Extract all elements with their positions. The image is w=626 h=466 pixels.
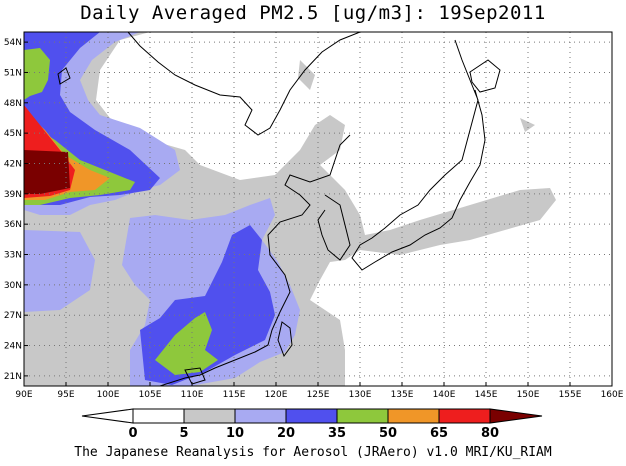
colorbar-level-label: 50 [379, 426, 397, 441]
lon-tick-label: 105E [139, 390, 162, 400]
colorbar-level-label: 5 [179, 426, 188, 441]
colorbar-segment [234, 408, 287, 424]
lon-tick-label: 145E [475, 390, 498, 400]
lon-tick-label: 135E [391, 390, 414, 400]
lon-tick-label: 140E [433, 390, 456, 400]
lon-tick-label: 115E [223, 390, 246, 400]
colorbar-level-label: 80 [481, 426, 499, 441]
map-title: Daily Averaged PM2.5 [ug/m3]: 19Sep2011 [80, 2, 546, 24]
colorbar-level-label: 10 [226, 426, 244, 441]
lat-tick-label: 21N [4, 372, 22, 382]
band-over-80 [24, 150, 70, 194]
colorbar-segment [132, 408, 185, 424]
lat-tick-label: 39N [4, 190, 22, 200]
lon-tick-label: 110E [181, 390, 204, 400]
lon-tick-label: 150E [517, 390, 540, 400]
colorbar-level-label: 35 [328, 426, 346, 441]
coastline-asia [127, 32, 361, 136]
coastline-taiwan [277, 321, 293, 358]
colorbar-level-label: 65 [430, 426, 448, 441]
coastline-lake [57, 67, 71, 85]
colorbar-segment [285, 408, 338, 424]
colorbar-segment [336, 408, 389, 424]
lat-tick-label: 33N [4, 251, 22, 261]
map-frame [23, 31, 613, 387]
coastline-hokkaido [469, 59, 501, 93]
colorbar-segment [387, 408, 440, 424]
lon-tick-label: 100E [97, 390, 120, 400]
coastlines [57, 32, 501, 386]
colorbar-segment [183, 408, 236, 424]
lat-lon-grid [23, 32, 613, 386]
lon-tick-label: 160E [601, 390, 624, 400]
colorbar-under-arrow [81, 408, 134, 424]
lat-tick-label: 51N [4, 68, 22, 78]
lat-tick-label: 30N [4, 281, 22, 291]
lat-tick-label: 54N [4, 38, 22, 48]
coastline-china-korea [159, 134, 351, 386]
colorbar-segment [438, 408, 491, 424]
lat-tick-label: 48N [4, 99, 22, 109]
coastline-hainan [184, 367, 206, 385]
latitude-labels: 21N 24N 27N 30N 33N 36N 39N 42N 45N 48N 51N 54N [4, 38, 22, 382]
lon-tick-label: 90E [15, 390, 32, 400]
lat-tick-label: 36N [4, 220, 22, 230]
lon-tick-label: 155E [559, 390, 582, 400]
coastline-korea [317, 194, 351, 261]
lat-tick-label: 42N [4, 159, 22, 169]
lon-tick-label: 95E [57, 390, 74, 400]
concentration-field [24, 32, 556, 386]
lat-tick-label: 24N [4, 342, 22, 352]
lat-tick-label: 27N [4, 311, 22, 321]
lat-tick-label: 45N [4, 129, 22, 139]
longitude-labels: 90E 95E 100E 105E 110E 115E 120E 125E 130E 135E 14… [15, 390, 623, 400]
lon-tick-label: 120E [265, 390, 288, 400]
colorbar-level-label: 20 [277, 426, 295, 441]
lon-tick-label: 125E [307, 390, 330, 400]
colorbar-over-arrow [489, 408, 543, 424]
colorbar-level-label: 0 [128, 426, 137, 441]
credit-line: The Japanese Reanalysis for Aerosol (JRA… [74, 445, 552, 460]
lon-tick-label: 130E [349, 390, 372, 400]
coastline-japan [351, 39, 486, 271]
colorbar: 0 5 10 20 35 50 65 80 [81, 408, 543, 441]
